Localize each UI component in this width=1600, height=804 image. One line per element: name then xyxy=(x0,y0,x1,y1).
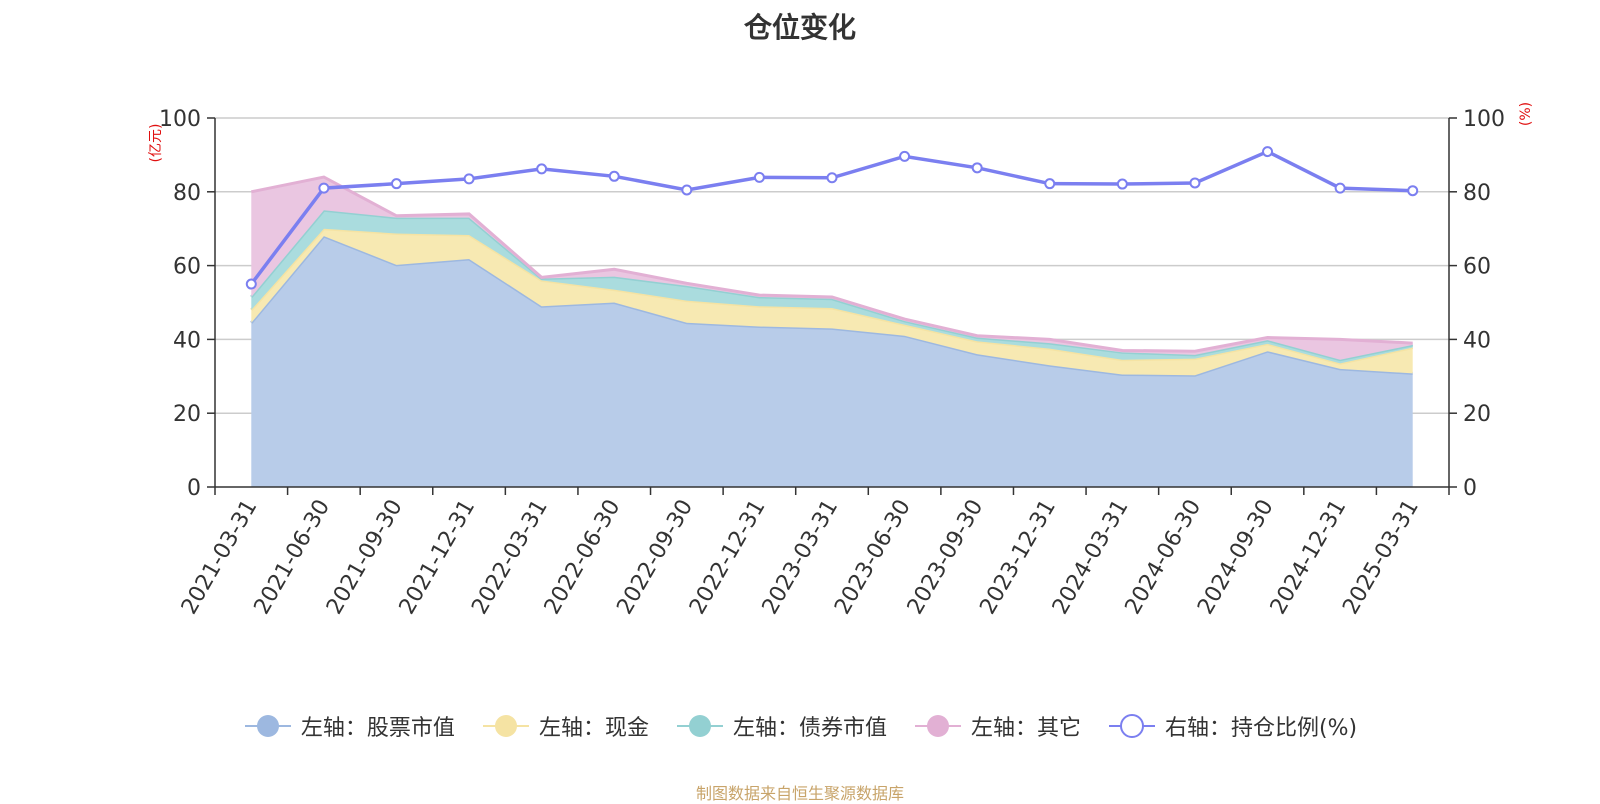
data-source-note: 制图数据来自恒生聚源数据库 xyxy=(695,784,904,803)
legend-label-bond: 左轴：债券市值 xyxy=(732,716,887,741)
x-tick-label: 2021-03-31 xyxy=(177,496,263,619)
right-tick-label: 60 xyxy=(1463,255,1491,280)
x-tick-label: 2024-12-31 xyxy=(1266,496,1352,619)
legend-label-other: 左轴：其它 xyxy=(970,716,1081,741)
chart-legend: 左轴：股票市值 左轴：现金 左轴：债券市值 左轴：其它 右轴：持仓比例(%) xyxy=(0,710,1600,742)
position-ratio-point xyxy=(1262,146,1274,158)
legend-symbol-cash xyxy=(482,715,529,737)
area-other xyxy=(251,177,1413,360)
right-tick-label: 20 xyxy=(1463,402,1491,427)
left-tick-label: 100 xyxy=(159,107,201,132)
position-ratio-point xyxy=(318,182,330,194)
legend-label-stock: 左轴：股票市值 xyxy=(300,716,455,741)
right-axis-unit: (%) xyxy=(1518,102,1534,126)
x-tick-label: 2023-03-31 xyxy=(758,496,844,619)
position-ratio-point xyxy=(1116,178,1128,190)
position-ratio-point xyxy=(826,172,838,184)
x-tick-label: 2024-09-30 xyxy=(1193,496,1279,619)
legend-item-cash[interactable]: 左轴：现金 xyxy=(481,710,649,742)
x-tick-label: 2024-06-30 xyxy=(1121,496,1207,619)
right-tick-label: 0 xyxy=(1463,476,1477,501)
position-ratio-point xyxy=(245,278,257,290)
left-tick-label: 40 xyxy=(173,328,201,353)
left-tick-label: 20 xyxy=(173,402,201,427)
right-tick-label: 100 xyxy=(1463,107,1505,132)
position-ratio-point xyxy=(1044,178,1056,190)
chart-title: 仓位变化 xyxy=(743,11,856,44)
position-ratio-point xyxy=(390,178,402,190)
position-ratio-point xyxy=(681,184,693,196)
position-ratio-point xyxy=(1334,182,1346,194)
position-chart: 020406080100020406080100(亿元)(%)2021-03-3… xyxy=(148,102,1534,619)
legend-symbol-position-ratio xyxy=(1108,714,1155,738)
area-edge-other xyxy=(250,175,1413,353)
legend-label-position-ratio: 右轴：持仓比例(%) xyxy=(1164,716,1358,741)
legend-symbol-stock xyxy=(244,715,291,737)
x-tick-label: 2022-12-31 xyxy=(685,496,771,619)
x-tick-label: 2021-12-31 xyxy=(395,496,481,619)
x-tick-label: 2023-12-31 xyxy=(975,496,1061,619)
legend-label-cash: 左轴：现金 xyxy=(538,716,649,741)
right-tick-label: 40 xyxy=(1463,328,1491,353)
x-tick-label: 2024-03-31 xyxy=(1048,496,1134,619)
legend-item-position-ratio[interactable]: 右轴：持仓比例(%) xyxy=(1107,710,1357,742)
position-ratio-point xyxy=(971,162,983,174)
x-tick-label: 2022-09-30 xyxy=(612,496,698,619)
position-ratio-point xyxy=(1189,177,1201,189)
position-ratio-point xyxy=(899,150,911,162)
x-tick-label: 2025-03-31 xyxy=(1338,496,1424,619)
left-tick-label: 80 xyxy=(173,181,201,206)
position-ratio-point xyxy=(536,163,548,175)
left-tick-label: 60 xyxy=(173,255,201,280)
position-ratio-point xyxy=(608,170,620,182)
left-tick-label: 0 xyxy=(187,476,201,501)
position-ratio-point xyxy=(463,173,475,185)
x-tick-label: 2021-09-30 xyxy=(322,496,408,619)
left-axis-unit: (亿元) xyxy=(148,124,164,163)
x-tick-label: 2023-06-30 xyxy=(830,496,916,619)
legend-symbol-other xyxy=(914,715,961,737)
position-ratio-point xyxy=(1407,185,1419,197)
legend-item-bond[interactable]: 左轴：债券市值 xyxy=(675,710,887,742)
legend-item-other[interactable]: 左轴：其它 xyxy=(913,710,1081,742)
right-tick-label: 80 xyxy=(1463,181,1491,206)
x-tick-label: 2022-03-31 xyxy=(467,496,553,619)
legend-symbol-bond xyxy=(676,715,723,737)
position-ratio-point xyxy=(753,171,765,183)
x-tick-label: 2021-06-30 xyxy=(249,496,335,619)
x-tick-label: 2022-06-30 xyxy=(540,496,626,619)
area-cash xyxy=(251,228,1413,376)
area-stock xyxy=(251,236,1413,487)
x-tick-label: 2023-09-30 xyxy=(903,496,989,619)
legend-item-stock[interactable]: 左轴：股票市值 xyxy=(243,710,455,742)
